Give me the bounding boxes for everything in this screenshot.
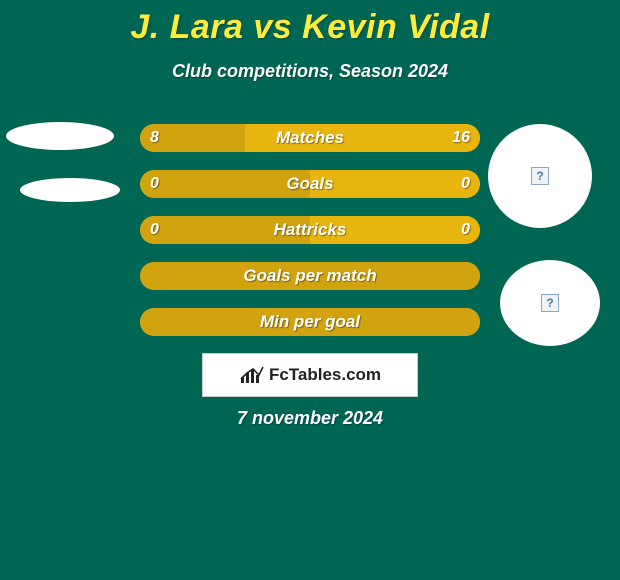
logo-text: FcTables.com [269,365,381,385]
stat-label: Min per goal [140,308,480,336]
player-ellipse [20,178,120,202]
stat-row: 816Matches [140,124,480,152]
stat-label: Goals per match [140,262,480,290]
stat-row: 00Goals [140,170,480,198]
page-title: J. Lara vs Kevin Vidal [0,0,620,47]
player-circle: ? [500,260,600,346]
stat-row: Goals per match [140,262,480,290]
logo-chart-icon [239,365,265,385]
image-placeholder-icon: ? [531,167,549,185]
stat-label: Goals [140,170,480,198]
player-circle: ? [488,124,592,228]
stat-row: 00Hattricks [140,216,480,244]
subtitle: Club competitions, Season 2024 [0,61,620,82]
stat-label: Matches [140,124,480,152]
player-ellipse [6,122,114,150]
image-placeholder-icon: ? [541,294,559,312]
stat-label: Hattricks [140,216,480,244]
stat-rows: 816Matches 00Goals 00Hattricks Goals per ma… [140,124,480,354]
fctables-logo: FcTables.com [202,353,418,397]
stat-row: Min per goal [140,308,480,336]
date-text: 7 november 2024 [0,408,620,429]
